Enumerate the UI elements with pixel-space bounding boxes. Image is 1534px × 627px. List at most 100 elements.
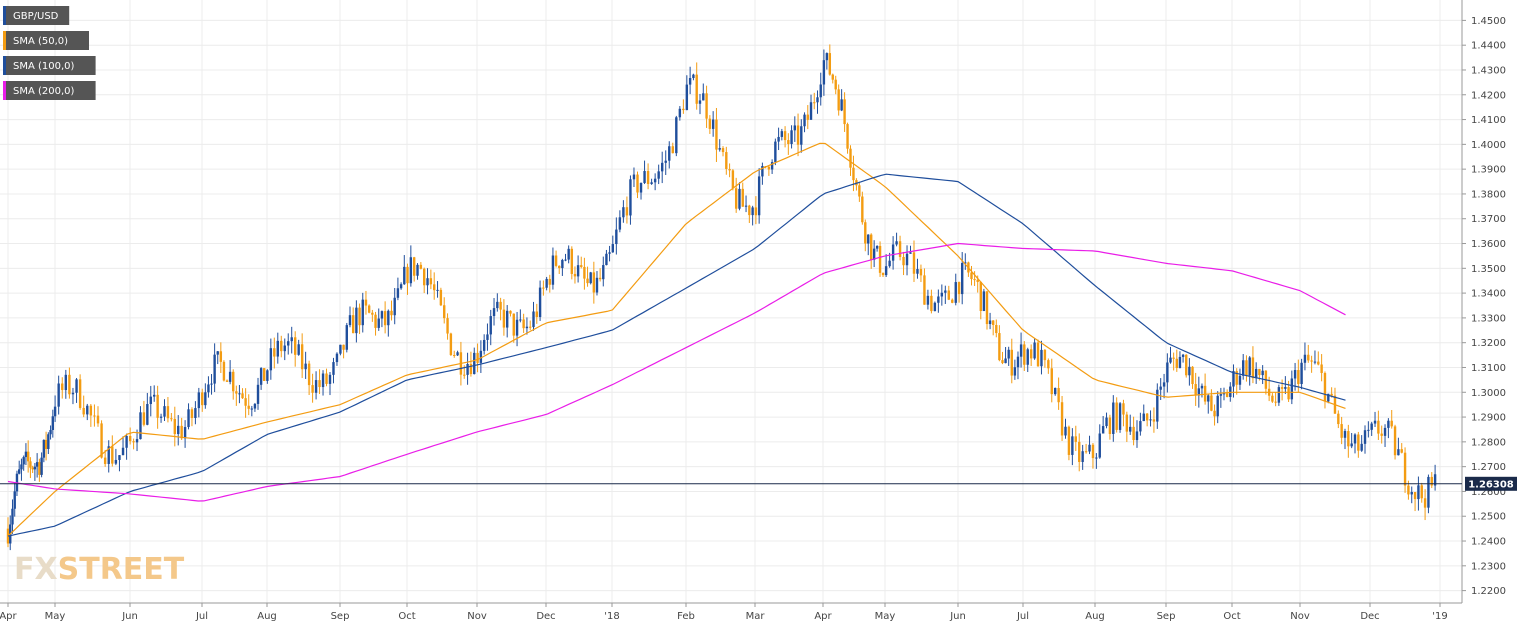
- candle-body: [1261, 370, 1264, 376]
- candle-body: [589, 272, 592, 284]
- candle-body: [554, 255, 558, 266]
- candle-body: [748, 205, 751, 216]
- candle-body: [944, 290, 947, 293]
- current-price-box: [1465, 476, 1517, 491]
- candle-body: [1139, 421, 1142, 432]
- candle-body: [290, 337, 293, 342]
- candle-body: [1216, 395, 1219, 417]
- legend-label: SMA (200,0): [13, 86, 75, 97]
- candle-body: [1383, 427, 1387, 436]
- candle-body: [18, 469, 21, 474]
- candle-body: [960, 263, 964, 295]
- x-tick-label: Apr: [814, 611, 832, 622]
- candle-body: [244, 398, 247, 406]
- candle-body: [1340, 424, 1343, 438]
- candle-body: [1222, 393, 1226, 395]
- candle-body: [283, 345, 286, 352]
- candle-body: [1248, 357, 1251, 376]
- candle-body: [770, 162, 774, 170]
- y-tick-label: 1.4000: [1471, 140, 1506, 151]
- candle-body: [225, 380, 229, 382]
- candle-body: [253, 403, 257, 409]
- candle-body: [1081, 451, 1084, 462]
- candle-body: [919, 269, 923, 276]
- candle-body: [416, 264, 419, 276]
- candle-body: [142, 412, 146, 425]
- candle-body: [259, 368, 263, 385]
- candle-body: [190, 409, 194, 418]
- candle-body: [711, 119, 715, 129]
- candle-body: [705, 93, 708, 119]
- x-tick-label: Dec: [1360, 611, 1379, 622]
- candle-body: [1101, 426, 1105, 434]
- candle-body: [991, 320, 995, 325]
- candle-body: [988, 320, 992, 325]
- candle-body: [538, 287, 542, 318]
- candle-body: [930, 295, 933, 312]
- candle-body: [492, 308, 496, 317]
- candle-body: [469, 364, 473, 375]
- candle-body: [396, 288, 400, 298]
- candle-body: [602, 265, 605, 280]
- candle-body: [1254, 368, 1258, 379]
- candle-body: [1078, 441, 1081, 462]
- candle-body: [351, 315, 355, 334]
- candle-body: [1088, 444, 1091, 452]
- candle-body: [149, 396, 152, 405]
- candle-body: [1067, 426, 1071, 455]
- candle-body: [1317, 361, 1320, 365]
- candle-body: [228, 371, 232, 382]
- legend-box: [3, 56, 96, 75]
- candle-body: [93, 415, 96, 417]
- y-tick-label: 1.3200: [1471, 338, 1506, 349]
- candle-body: [923, 275, 926, 305]
- candle-body: [139, 412, 142, 440]
- candle-body: [849, 148, 852, 168]
- candle-body: [409, 257, 413, 284]
- candle-body: [951, 299, 954, 303]
- legend-swatch: [3, 6, 6, 25]
- candle-body: [678, 108, 682, 118]
- candle-body: [653, 178, 657, 183]
- candle-body: [1007, 349, 1010, 359]
- candle-body: [902, 256, 905, 266]
- candle-body: [1350, 443, 1353, 447]
- x-tick-label: Nov: [467, 611, 487, 622]
- candle-body: [558, 265, 561, 269]
- candle-body: [78, 379, 82, 408]
- x-tick-label: '18: [604, 611, 619, 622]
- candle-body: [163, 406, 166, 417]
- candle-body: [1360, 443, 1363, 451]
- candle-body: [263, 368, 266, 381]
- candle-body: [1149, 419, 1152, 421]
- candle-body: [1313, 361, 1317, 363]
- candle-body: [1363, 430, 1367, 444]
- candle-body: [456, 352, 459, 356]
- candle-body: [111, 446, 114, 464]
- candle-body: [995, 324, 998, 334]
- candle-body: [367, 305, 371, 313]
- candle-body: [1091, 444, 1095, 459]
- candle-body: [1387, 420, 1390, 428]
- y-tick-label: 1.3500: [1471, 264, 1506, 275]
- watermark-logo: FXSTREET: [14, 552, 185, 587]
- candle-body: [1284, 387, 1287, 389]
- candle-body: [1303, 354, 1307, 363]
- candle-body: [280, 340, 283, 352]
- candle-body: [1142, 413, 1145, 422]
- y-tick-label: 1.2700: [1471, 462, 1506, 473]
- candle-body: [1235, 371, 1238, 385]
- axes: 1.4500 1.4400 1.4300 1.4200 1.4100 1.4000 1.39…: [0, 0, 1506, 622]
- candle-body: [738, 188, 741, 209]
- candle-body: [837, 89, 840, 111]
- candle-body: [132, 441, 135, 443]
- legend-box: [3, 31, 89, 50]
- candle-body: [210, 383, 213, 385]
- candle-body: [505, 310, 509, 328]
- candle-body: [1251, 357, 1255, 379]
- candle-body: [96, 415, 100, 424]
- candle-body: [583, 266, 586, 279]
- candle-body: [293, 337, 297, 355]
